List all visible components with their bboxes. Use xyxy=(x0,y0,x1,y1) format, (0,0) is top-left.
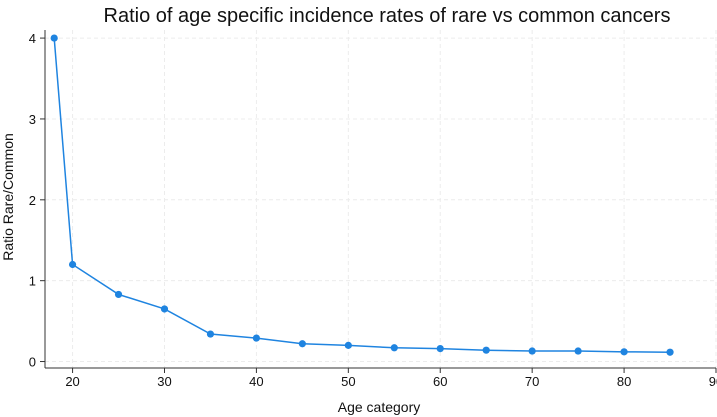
x-tick-label: 70 xyxy=(525,374,539,389)
x-tick-label: 90 xyxy=(709,374,717,389)
y-tick-label: 1 xyxy=(29,274,36,289)
x-tick-label: 40 xyxy=(249,374,263,389)
x-tick-label: 20 xyxy=(65,374,79,389)
x-tick-label: 60 xyxy=(433,374,447,389)
data-point xyxy=(160,305,169,313)
grid xyxy=(45,30,717,368)
data-point xyxy=(68,260,77,269)
data-point xyxy=(252,334,261,342)
data-point xyxy=(206,330,215,338)
data-point xyxy=(344,341,352,349)
chart-title: Ratio of age specific incidence rates of… xyxy=(104,5,671,27)
ticks: 20 30 40 50 60 70 80 90 0 1 2 3 4 xyxy=(29,31,717,389)
data-point xyxy=(436,344,444,353)
data-point xyxy=(528,347,536,355)
data-point xyxy=(666,348,674,356)
x-tick-label: 80 xyxy=(617,374,631,389)
x-tick-label: 30 xyxy=(157,374,171,389)
axes xyxy=(44,30,716,369)
data-point xyxy=(390,344,398,352)
data-point xyxy=(482,346,490,354)
data-point xyxy=(114,290,123,299)
data-point xyxy=(50,34,58,42)
x-axis-label: Age category xyxy=(338,399,421,415)
series-line xyxy=(53,38,671,353)
y-tick-label: 4 xyxy=(29,31,36,46)
y-axis-label: Ratio Rare/Common xyxy=(0,133,16,261)
x-tick-label: 50 xyxy=(341,374,355,389)
y-tick-label: 2 xyxy=(29,193,36,208)
data-point xyxy=(620,348,628,356)
data-point xyxy=(298,340,306,348)
series xyxy=(50,34,674,356)
y-tick-label: 3 xyxy=(29,112,36,127)
data-point xyxy=(574,347,582,355)
y-tick-label: 0 xyxy=(29,355,36,370)
